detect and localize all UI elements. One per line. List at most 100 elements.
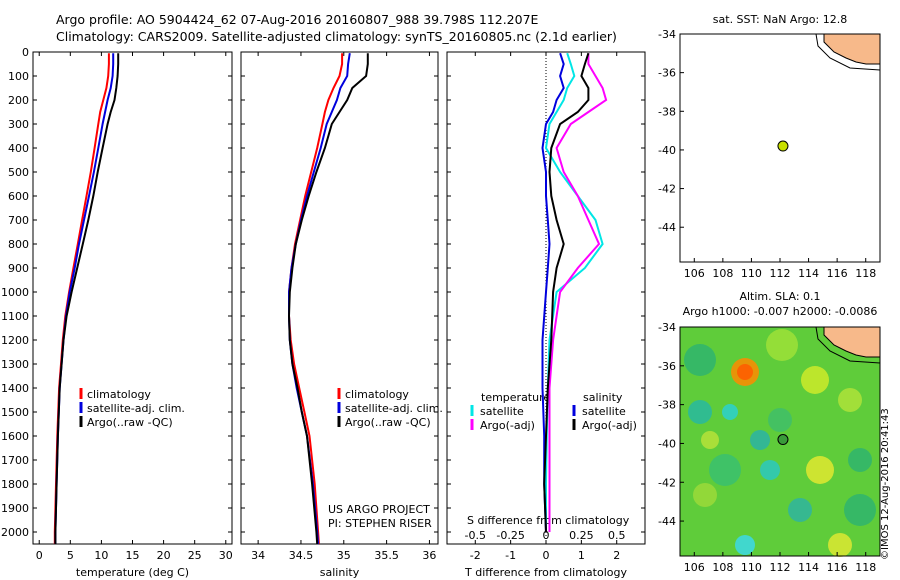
depth-tick-label: 2000 [1, 526, 29, 539]
salinity-diff-tick-label: 0.5 [608, 529, 626, 542]
sla-map-ytick-label: -36 [658, 360, 676, 373]
sla-blob [701, 431, 719, 449]
sst-map-title: sat. SST: NaN Argo: 12.8 [713, 13, 847, 26]
sla-blob [684, 344, 716, 376]
sla-map-subtitle: Argo h1000: -0.007 h2000: -0.0086 [683, 305, 878, 318]
header-line-2: Climatology: CARS2009. Satellite-adjuste… [56, 29, 617, 44]
sla-map-ytick-label: -44 [658, 515, 676, 528]
salinity-xtick-label: 34.5 [289, 549, 314, 562]
salinity-diff-tick-label: 0 [543, 529, 550, 542]
depth-tick-label: 0 [22, 46, 29, 59]
sst-map-xtick-label: 110 [741, 267, 762, 280]
salinity-legend-label: satellite-adj. clim. [345, 402, 443, 415]
sla-map-xtick-label: 114 [798, 561, 819, 574]
sst-map-plot [815, 33, 881, 71]
depth-tick-label: 1800 [1, 478, 29, 491]
temperature-series-climatology [53, 53, 110, 544]
depth-tick-label: 1900 [1, 502, 29, 515]
salinity-diff-tick-label: -0.5 [465, 529, 486, 542]
sla-map-ytick-label: -34 [658, 321, 676, 334]
sla-map-xtick-label: 112 [770, 561, 791, 574]
depth-tick-label: 500 [8, 166, 29, 179]
credit-line-1: US ARGO PROJECT [328, 503, 430, 516]
temperature-frame [32, 51, 233, 545]
salinity-xtick-label: 36 [422, 549, 436, 562]
depth-tick-label: 1600 [1, 430, 29, 443]
depth-tick-label: 1500 [1, 406, 29, 419]
difference-series-temperature-argo-adj- [548, 53, 608, 532]
temperature-legend-label: satellite-adj. clim. [87, 402, 185, 415]
argo-position-marker [777, 140, 789, 152]
salinity-diff-tick-label: 0.25 [569, 529, 594, 542]
header-line-1: Argo profile: AO 5904424_62 07-Aug-2016 … [56, 12, 539, 27]
difference-legend-label: Argo(-adj) [480, 419, 535, 432]
difference-series-temperature-satellite [544, 52, 604, 532]
depth-tick-label: 1300 [1, 358, 29, 371]
salinity-diff-xlabel: S difference from climatology [467, 514, 630, 527]
sla-blob [844, 494, 876, 526]
salinity-series-climatology [288, 53, 344, 545]
temperature-xtick-label: 10 [94, 549, 108, 562]
sst-map-xtick-label: 112 [770, 267, 791, 280]
sla-map-title: Altim. SLA: 0.1 [739, 290, 820, 303]
sla-blob [722, 404, 738, 420]
depth-tick-label: 1200 [1, 334, 29, 347]
depth-tick-label: 1000 [1, 286, 29, 299]
sla-blob [788, 498, 812, 522]
sla-map-xtick-label: 106 [684, 561, 705, 574]
difference-xlabel: T difference from climatology [464, 566, 627, 579]
sla-map-xtick-label: 116 [827, 561, 848, 574]
depth-tick-label: 400 [8, 142, 29, 155]
legend-title-salinity: salinity [583, 391, 623, 404]
difference-legend-label: satellite [480, 405, 524, 418]
sst-map-xtick-label: 114 [798, 267, 819, 280]
depth-tick-label: 200 [8, 94, 29, 107]
sla-blob [750, 430, 770, 450]
sst-map-ytick-label: -36 [658, 67, 676, 80]
difference-legend-label: satellite [582, 405, 626, 418]
sla-blob [709, 454, 741, 486]
salinity-xtick-label: 35.5 [374, 549, 399, 562]
salinity-series-satellite-adj-clim- [288, 53, 351, 545]
sst-map-xtick-label: 118 [855, 267, 876, 280]
argo-position-marker [777, 434, 789, 446]
salinity-legend-label: Argo(..raw -QC) [345, 416, 431, 429]
sla-blob [693, 483, 717, 507]
depth-tick-label: 1100 [1, 310, 29, 323]
sla-map-ytick-label: -40 [658, 437, 676, 450]
sst-map-xtick-label: 116 [827, 267, 848, 280]
sla-map-xtick-label: 118 [855, 561, 876, 574]
sst-map-ytick-label: -38 [658, 105, 676, 118]
temperature-series-argo-raw-qc- [54, 53, 120, 544]
coast-contour [815, 33, 881, 71]
temperature-xtick-label: 15 [126, 549, 140, 562]
difference-xtick-label: -1 [505, 549, 516, 562]
sst-map-ytick-label: -42 [658, 183, 676, 196]
difference-xtick-label: -2 [470, 549, 481, 562]
temperature-legend-label: Argo(..raw -QC) [87, 416, 173, 429]
sla-map-ytick-label: -42 [658, 476, 676, 489]
temperature-legend-label: climatology [87, 388, 151, 401]
difference-series-salinity-satellite [541, 52, 565, 533]
difference-xtick-label: 0 [543, 549, 550, 562]
depth-tick-label: 900 [8, 262, 29, 275]
difference-xtick-label: 1 [578, 549, 585, 562]
temperature-xtick-label: 5 [67, 549, 74, 562]
salinity-diff-tick-label: -0.25 [496, 529, 524, 542]
temperature-xtick-label: 20 [157, 549, 171, 562]
sla-blob [735, 535, 755, 555]
temperature-xtick-label: 30 [219, 549, 233, 562]
sst-map-xtick-label: 108 [712, 267, 733, 280]
sla-map-xtick-label: 108 [712, 561, 733, 574]
salinity-xtick-label: 34 [251, 549, 265, 562]
salinity-xlabel: salinity [320, 566, 360, 579]
temperature-xtick-label: 25 [188, 549, 202, 562]
sst-map-ytick-label: -44 [658, 221, 676, 234]
sla-blob [828, 533, 852, 557]
sla-blob [760, 460, 780, 480]
temperature-series-satellite-adj-clim- [54, 53, 115, 544]
depth-tick-label: 800 [8, 238, 29, 251]
sla-blob [737, 364, 753, 380]
sla-blob [806, 456, 834, 484]
legend-title-temperature: temperature [481, 391, 550, 404]
